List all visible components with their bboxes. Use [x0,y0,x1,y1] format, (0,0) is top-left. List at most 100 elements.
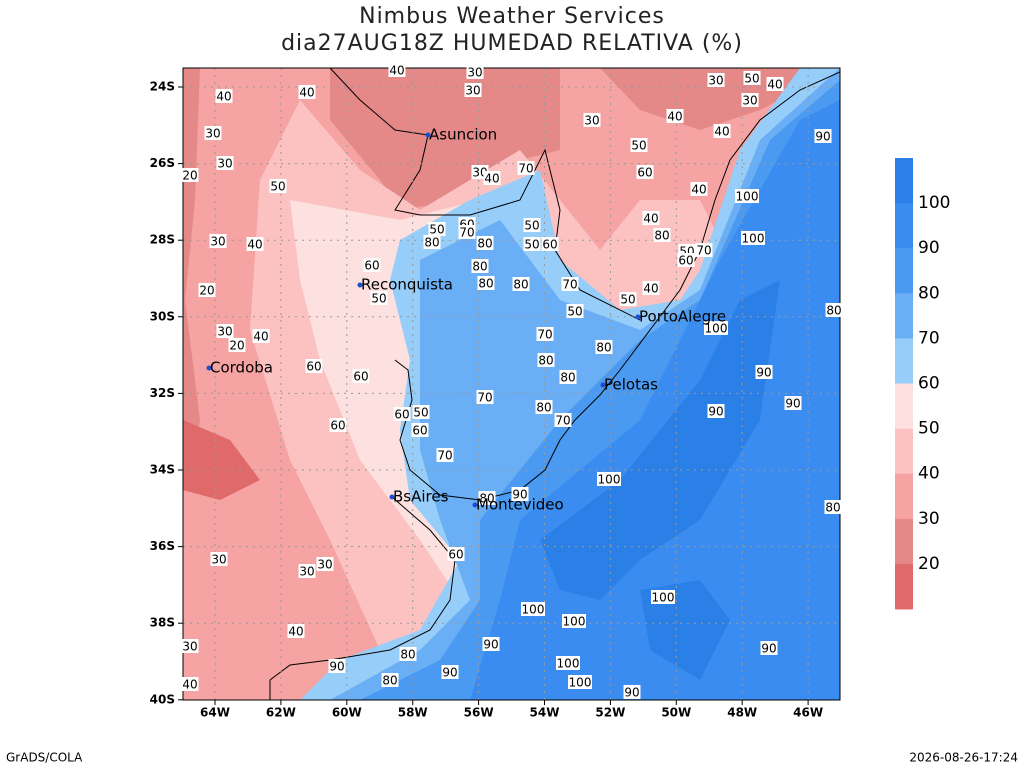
contour-label: 20 [182,169,197,183]
contour-label-box [741,93,759,107]
contour-label-box [653,228,671,242]
colorbar-label: 80 [918,283,940,303]
contour-label: 20 [229,339,244,353]
contour-label: 80 [478,277,493,291]
contour-label: 100 [569,676,592,690]
colorbar-swatch [895,383,913,430]
contour-label: 50 [744,72,759,86]
contour-label-box [597,472,621,486]
city-marker [425,132,431,138]
contour-label-box [411,423,429,437]
contour-label-box [458,225,476,239]
contour-label: 80 [472,260,487,274]
contour-label: 60 [353,370,368,384]
contour-label: 90 [512,488,527,502]
contour-label: 20 [199,284,214,298]
contour-label-box [713,124,731,138]
contour-label-box [181,677,199,691]
contour-label-box [181,639,199,653]
contour-label-box [252,329,270,343]
lon-tick-label: 64W [200,706,230,720]
contour-label: 30 [211,553,226,567]
contour-label: 100 [563,615,586,629]
colorbar-label: 40 [918,464,940,484]
contour-label-box [735,189,759,203]
contour-label: 100 [652,591,675,605]
contour-label-box [447,547,465,561]
city-label: Cordoba [210,359,273,377]
contour-label: 60 [678,254,693,268]
contour-label-box [370,291,388,305]
contour-label-box [523,218,541,232]
contour-label: 100 [705,322,728,336]
humidity-field [183,68,840,700]
city-label: Pelotas [604,376,658,394]
contour-label-box [215,89,233,103]
plot-frame [182,67,841,701]
contour-label-box [436,448,454,462]
contour-label: 30 [182,640,197,654]
contour-label: 100 [557,657,580,671]
contour-label-box [287,624,305,638]
contour-label: 80 [654,229,669,243]
contour-label: 90 [756,366,771,380]
city-marker [472,502,478,508]
contour-label: 30 [205,127,220,141]
contour-label-box [642,211,660,225]
contour-label-box [642,281,660,295]
contour-label-box [814,129,832,143]
contour-label-box [471,259,489,273]
contour-label-box [523,237,541,251]
colorbar-swatch [895,203,913,249]
contour-label: 70 [459,226,474,240]
contour-label-box [825,303,843,317]
contour-label: 70 [437,449,452,463]
contour-label-box [511,487,529,501]
contour-label: 80 [560,371,575,385]
city-marker [635,314,641,320]
lat-tick-label: 30S [150,309,175,323]
contour-label-box [559,370,577,384]
contour-label: 80 [424,236,439,250]
lon-tick-label: 48W [727,706,757,720]
contour-label-box [181,168,199,182]
city-label: BsAires [393,488,449,506]
contour-label-box [636,165,654,179]
city-marker [357,282,363,288]
contour-label-box [554,413,572,427]
colorbar-label: 60 [918,374,940,394]
contour-label: 50 [631,139,646,153]
contour-label-box [412,405,430,419]
contour-label: 70 [696,244,711,258]
lon-tick-label: 46W [793,706,823,720]
contour-label-box [363,258,381,272]
contour-label: 90 [442,666,457,680]
contour-label: 30 [584,114,599,128]
lat-tick-label: 26S [150,156,175,170]
city-label: Asuncion [429,126,497,144]
lat-tick-label: 36S [150,539,175,553]
colorbar-label: 70 [918,328,940,348]
contour-label-box [393,407,411,421]
contour-label-box [695,243,713,257]
colorbar-label: 100 [918,193,950,213]
city-label: PortoAlegre [639,308,726,326]
contour-label-box [210,552,228,566]
contour-label-box [707,404,725,418]
contour-label: 40 [767,78,782,92]
contour-label: 30 [217,325,232,339]
colorbar-label: 90 [918,238,940,258]
lon-tick-label: 50W [661,706,691,720]
colorbar-swatch [895,428,913,475]
contour-label: 30 [210,235,225,249]
contour-label-box [537,353,555,367]
contour-label: 30 [467,66,482,80]
city-label: Reconquista [361,276,453,294]
contour-label: 70 [537,328,552,342]
contour-label: 60 [412,424,427,438]
contour-label: 30 [217,157,232,171]
contour-label-box [388,63,406,77]
contour-label-box [623,685,641,699]
contour-label-box [329,418,347,432]
contour-label-box [477,276,495,290]
